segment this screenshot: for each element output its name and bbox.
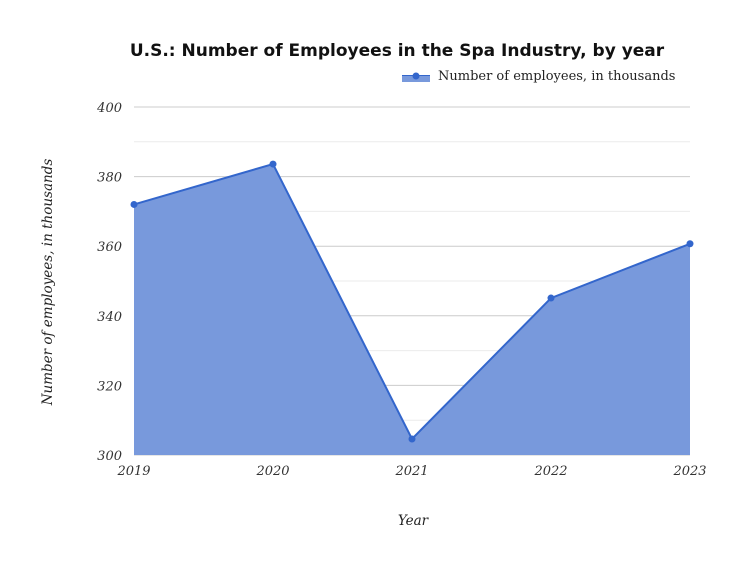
y-tick-label: 300 (97, 449, 122, 464)
y-tick-label: 360 (97, 240, 122, 255)
data-point (269, 160, 277, 168)
data-point (408, 435, 416, 443)
y-tick-label: 340 (97, 310, 122, 325)
x-tick-label: 2022 (533, 464, 567, 479)
series-area (134, 164, 690, 455)
x-tick-label: 2023 (672, 464, 706, 479)
legend-label: Number of employees, in thousands (438, 69, 675, 84)
data-point (130, 200, 138, 208)
y-tick-label: 380 (97, 171, 122, 186)
legend-marker (412, 72, 420, 80)
y-tick-label: 400 (96, 101, 122, 116)
legend: Number of employees, in thousands (402, 69, 675, 84)
x-tick-label: 2019 (116, 464, 150, 479)
x-tick-label: 2020 (255, 464, 289, 479)
chart-title: U.S.: Number of Employees in the Spa Ind… (130, 41, 665, 61)
x-tick-label: 2021 (394, 464, 428, 479)
y-axis-label: Number of employees, in thousands (40, 159, 56, 407)
data-point (686, 240, 694, 248)
y-tick-label: 320 (97, 379, 122, 394)
x-axis-label: Year (398, 513, 430, 529)
data-point (547, 294, 555, 302)
